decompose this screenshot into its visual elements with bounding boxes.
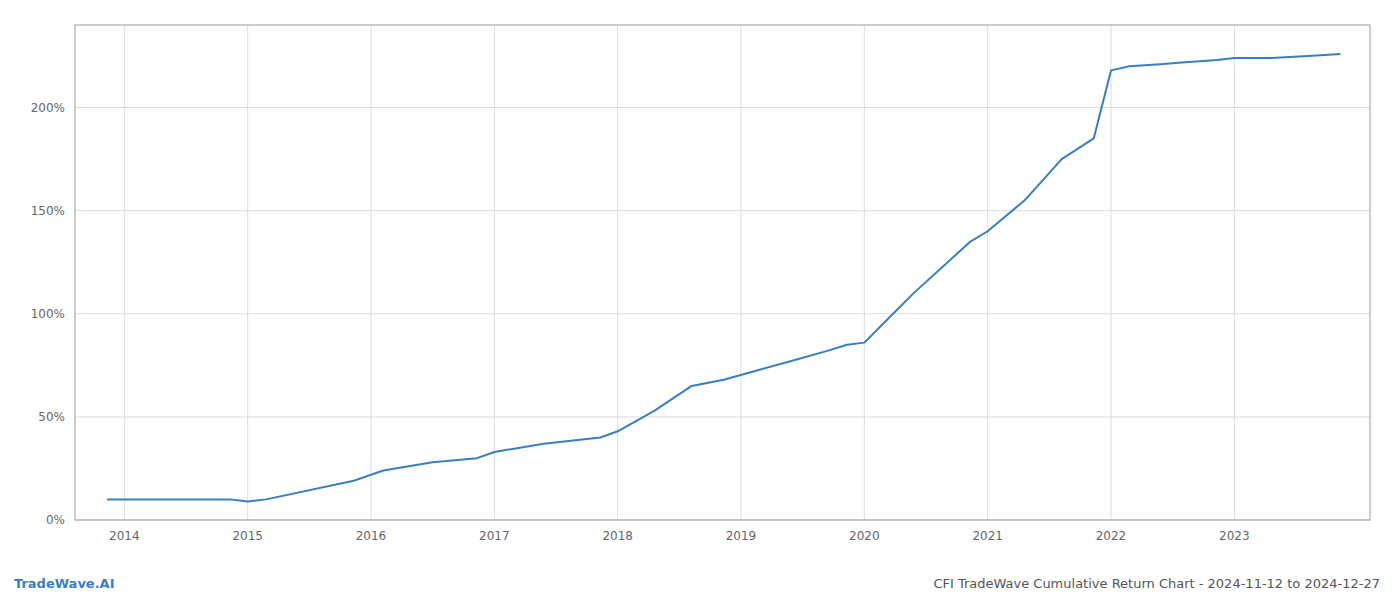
x-tick-label: 2022	[1096, 529, 1127, 543]
x-grid-line	[741, 25, 742, 520]
x-grid-line	[1234, 25, 1235, 520]
y-tick-label: 50%	[38, 410, 65, 424]
x-grid-line	[124, 25, 125, 520]
x-tick-label: 2019	[726, 529, 757, 543]
x-tick-label: 2015	[232, 529, 263, 543]
grid	[75, 25, 1370, 520]
y-grid-line	[75, 210, 1370, 211]
x-grid-line	[987, 25, 988, 520]
x-grid-line	[1111, 25, 1112, 520]
y-grid-line	[75, 416, 1370, 417]
page: {"chart_data": { "type": "line", "title"…	[0, 0, 1400, 600]
y-tick-label: 200%	[31, 101, 65, 115]
x-tick-label: 2020	[849, 529, 880, 543]
chart: 0% 50% 100% 150% 200% 2014 2015 2016 2017 2018 201…	[0, 0, 1400, 600]
series-group	[107, 54, 1340, 502]
line	[107, 54, 1340, 502]
x-tick-label: 2017	[479, 529, 510, 543]
x-grid-line	[617, 25, 618, 520]
x-tick-label: 2018	[602, 529, 633, 543]
y-tick-label: 150%	[31, 204, 65, 218]
y-tick-label: 100%	[31, 307, 65, 321]
plot-frame	[75, 25, 1370, 520]
x-grid-line	[494, 25, 495, 520]
x-grid-line	[864, 25, 865, 520]
x-tick-label: 2016	[356, 529, 387, 543]
y-grid-line	[75, 107, 1370, 108]
title: CFI TradeWave Cumulative Return Chart - …	[933, 576, 1380, 591]
watermark: TradeWave.AI	[14, 576, 115, 591]
y-grid-line	[75, 313, 1370, 314]
x-tick-label: 2021	[972, 529, 1003, 543]
x-grid-line	[371, 25, 372, 520]
x-grid-line	[247, 25, 248, 520]
x-tick-label: 2023	[1219, 529, 1250, 543]
y-tick-label: 0%	[46, 513, 65, 527]
x-tick-label: 2014	[109, 529, 140, 543]
